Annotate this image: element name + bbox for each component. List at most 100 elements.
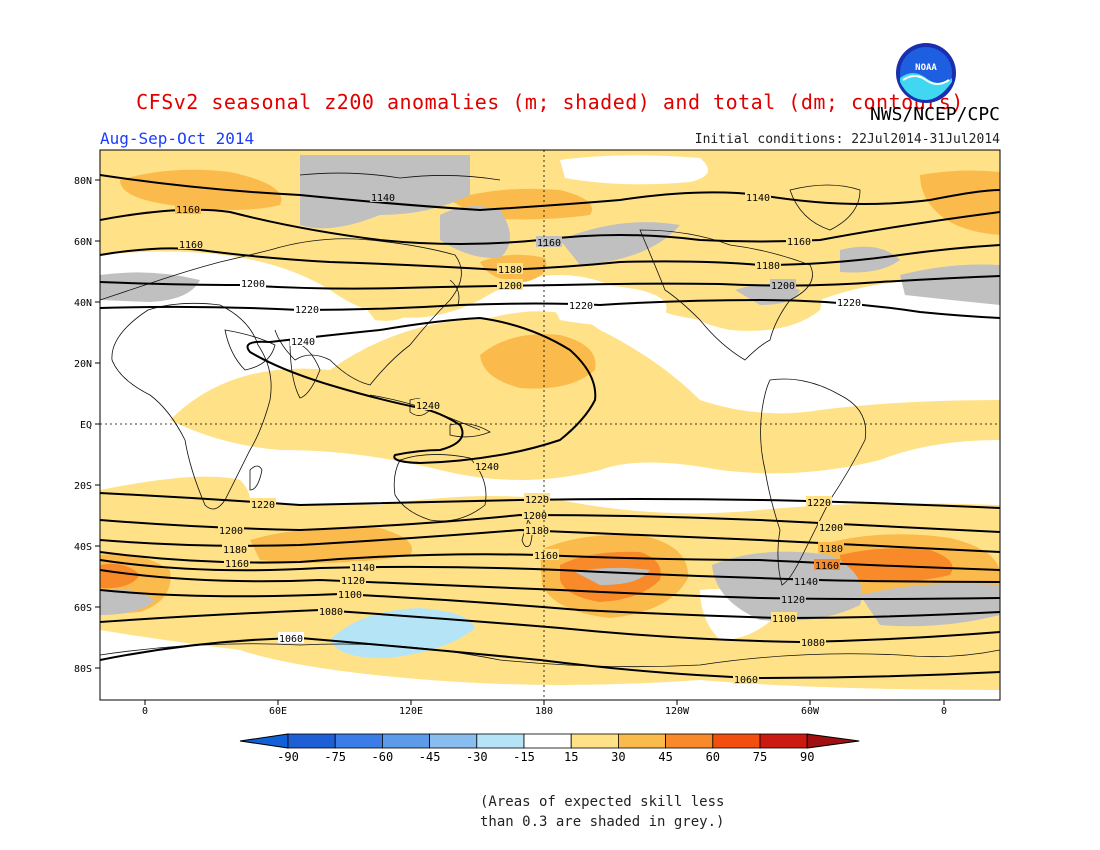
lat-label: 60N	[74, 237, 92, 248]
contour-1060-south	[100, 636, 1000, 680]
colorbar-tick-label: 60	[706, 750, 720, 764]
colorbar-tick-label: -60	[372, 750, 394, 764]
contour-label: 1160	[534, 551, 558, 562]
shade-yellow-asia	[360, 290, 420, 321]
colorbar-tick-label: -45	[419, 750, 441, 764]
colorbar-swatch	[334, 733, 383, 749]
contour-1080-south	[100, 608, 1000, 644]
contour-label: 1240	[475, 462, 499, 473]
contour-labels: 1140 1140 1160 1160 1160 1160 1180 1180 …	[175, 191, 862, 686]
contour-label: 1140	[746, 193, 770, 204]
lon-label: 0	[941, 706, 947, 717]
contour-label: 1140	[351, 563, 375, 574]
contour-label: 1200	[523, 511, 547, 522]
svg-text:NOAA: NOAA	[915, 63, 937, 73]
contour-label: 1140	[371, 193, 395, 204]
lon-label: 60E	[269, 706, 287, 717]
noaa-logo-icon: NOAA	[896, 43, 956, 103]
contour-label: 1080	[319, 607, 343, 618]
lon-axis-labels: 0 60E 120E 180 120W 60W 0	[142, 706, 947, 717]
lat-axis-labels: 80N 60N 40N 20N EQ 20S 40S 60S 80S	[74, 176, 92, 675]
lon-label: 60W	[801, 706, 820, 717]
colorbar-swatch	[665, 733, 714, 749]
agency-label: NWS/NCEP/CPC	[869, 104, 1000, 125]
contour-label: 1180	[223, 545, 247, 556]
contour-label: 1220	[525, 495, 549, 506]
contour-label: 1080	[801, 638, 825, 649]
lat-label: 20S	[74, 481, 92, 492]
coast-greenland	[789, 184, 861, 231]
contour-1140-north	[100, 174, 1000, 212]
lat-label: EQ	[80, 420, 92, 431]
contour-label: 1240	[291, 337, 315, 348]
contour-label: 1060	[279, 634, 303, 645]
contour-label: 1120	[341, 576, 365, 587]
chart-title: CFSv2 seasonal z200 anomalies (m; shaded…	[136, 90, 964, 114]
skill-note: (Areas of expected skill less than 0.3 a…	[480, 792, 724, 832]
season-label: Aug-Sep-Oct 2014	[100, 129, 255, 148]
shade-lightblue-antarctic	[330, 608, 475, 659]
colorbar-swatch	[618, 733, 667, 749]
contour-label: 1200	[219, 526, 243, 537]
colorbar-tick-label: 90	[800, 750, 814, 764]
colorbar-swatch	[523, 733, 572, 749]
contour-label: 1060	[734, 675, 758, 686]
axis-ticks	[95, 179, 945, 705]
colorbar-swatch	[287, 733, 336, 749]
initial-conditions-label: Initial conditions: 22Jul2014-31Jul2014	[694, 132, 1000, 147]
coast-japan	[449, 279, 460, 306]
colorbar-tick-label: 15	[564, 750, 578, 764]
colorbar-under-arrow	[239, 733, 289, 749]
colorbar-swatch	[759, 733, 808, 749]
contour-label: 1220	[295, 305, 319, 316]
contour-label: 1120	[781, 595, 805, 606]
coast-asia	[269, 238, 462, 386]
contour-1140-south	[100, 559, 1000, 583]
contour-label: 1200	[241, 279, 265, 290]
shade-yellow-atlantic	[660, 223, 822, 331]
contour-label: 1240	[416, 401, 440, 412]
colorbar-swatch	[476, 733, 525, 749]
contour-label: 1200	[771, 281, 795, 292]
contour-label: 1220	[569, 301, 593, 312]
shade-yellow-sw-pacific	[100, 476, 250, 525]
lat-label: 80N	[74, 176, 92, 187]
contour-label: 1160	[787, 237, 811, 248]
lon-label: 180	[535, 706, 553, 717]
coast-n-america	[639, 229, 813, 361]
coast-madagascar	[249, 465, 263, 491]
shade-orange-arctic-e	[920, 170, 1000, 235]
contour-label: 1160	[225, 559, 249, 570]
map-frame	[99, 149, 1001, 701]
shade-yellow-tropics	[170, 311, 1000, 480]
lat-label: 60S	[74, 603, 92, 614]
contour-label: 1140	[794, 577, 818, 588]
shade-grey-n-pacific	[440, 206, 510, 259]
lat-label: 20N	[74, 359, 92, 370]
contour-label: 1220	[837, 298, 861, 309]
shade-grey-sw	[100, 588, 155, 615]
coast-arctic	[299, 172, 501, 181]
colorbar-swatch	[381, 733, 430, 749]
colorbar-tick-label: 30	[611, 750, 625, 764]
shade-grey-n-america	[560, 222, 680, 265]
colorbar-swatch	[429, 733, 478, 749]
colorbar-over-arrow	[806, 733, 860, 749]
colorbar-tick-label: -75	[324, 750, 346, 764]
skill-note-line-2: than 0.3 are shaded in grey.)	[480, 814, 725, 830]
contour-1180-north	[100, 244, 1000, 272]
contour-label: 1180	[498, 265, 522, 276]
coast-india	[289, 339, 321, 399]
contour-label: 1100	[338, 590, 362, 601]
colorbar-swatch	[712, 733, 761, 749]
colorbar-tick-label: -30	[466, 750, 488, 764]
contour-label: 1180	[525, 526, 549, 537]
shade-orange-s-indian	[250, 527, 412, 564]
lat-label: 40S	[74, 542, 92, 553]
shade-darkorange-s-atlantic	[840, 548, 953, 582]
lat-label: 80S	[74, 664, 92, 675]
contour-label: 1220	[807, 498, 831, 509]
contour-label: 1220	[251, 500, 275, 511]
contour-label: 1180	[819, 544, 843, 555]
